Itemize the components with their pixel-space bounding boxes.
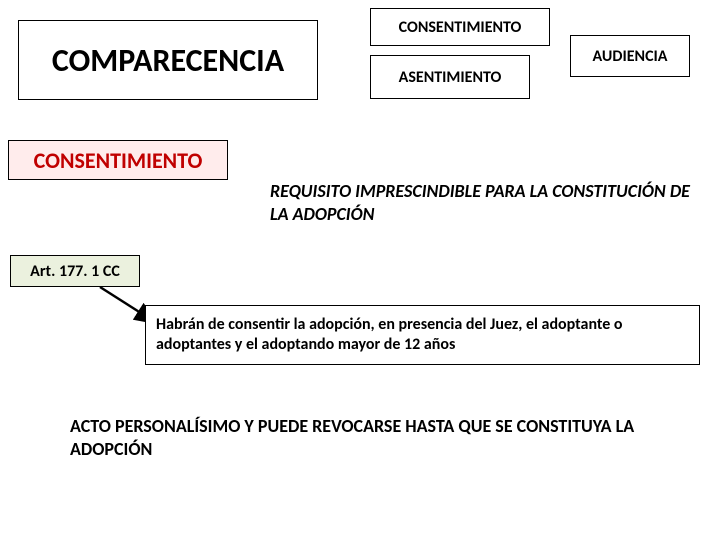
asentimiento-box: ASENTIMIENTO bbox=[370, 55, 530, 99]
consentimiento-top-box: CONSENTIMIENTO bbox=[370, 8, 550, 46]
art-reference-text: Art. 177. 1 CC bbox=[30, 262, 120, 281]
consentimiento-top-text: CONSENTIMIENTO bbox=[399, 18, 522, 37]
requisito-text: REQUISITO IMPRESCINDIBLE PARA LA CONSTIT… bbox=[270, 180, 690, 225]
title-text: COMPARECENCIA bbox=[52, 41, 284, 80]
habran-text-box: Habrán de consentir la adopción, en pres… bbox=[145, 305, 700, 365]
consentimiento-section-box: CONSENTIMIENTO bbox=[8, 140, 228, 180]
audiencia-text: AUDIENCIA bbox=[593, 47, 668, 66]
audiencia-box: AUDIENCIA bbox=[570, 35, 690, 77]
title-box: COMPARECENCIA bbox=[18, 20, 318, 100]
habran-text: Habrán de consentir la adopción, en pres… bbox=[156, 315, 689, 355]
consentimiento-section-text: CONSENTIMIENTO bbox=[34, 147, 203, 174]
asentimiento-text: ASENTIMIENTO bbox=[399, 68, 502, 87]
acto-text: ACTO PERSONALÍSIMO Y PUEDE REVOCARSE HAS… bbox=[70, 415, 650, 462]
